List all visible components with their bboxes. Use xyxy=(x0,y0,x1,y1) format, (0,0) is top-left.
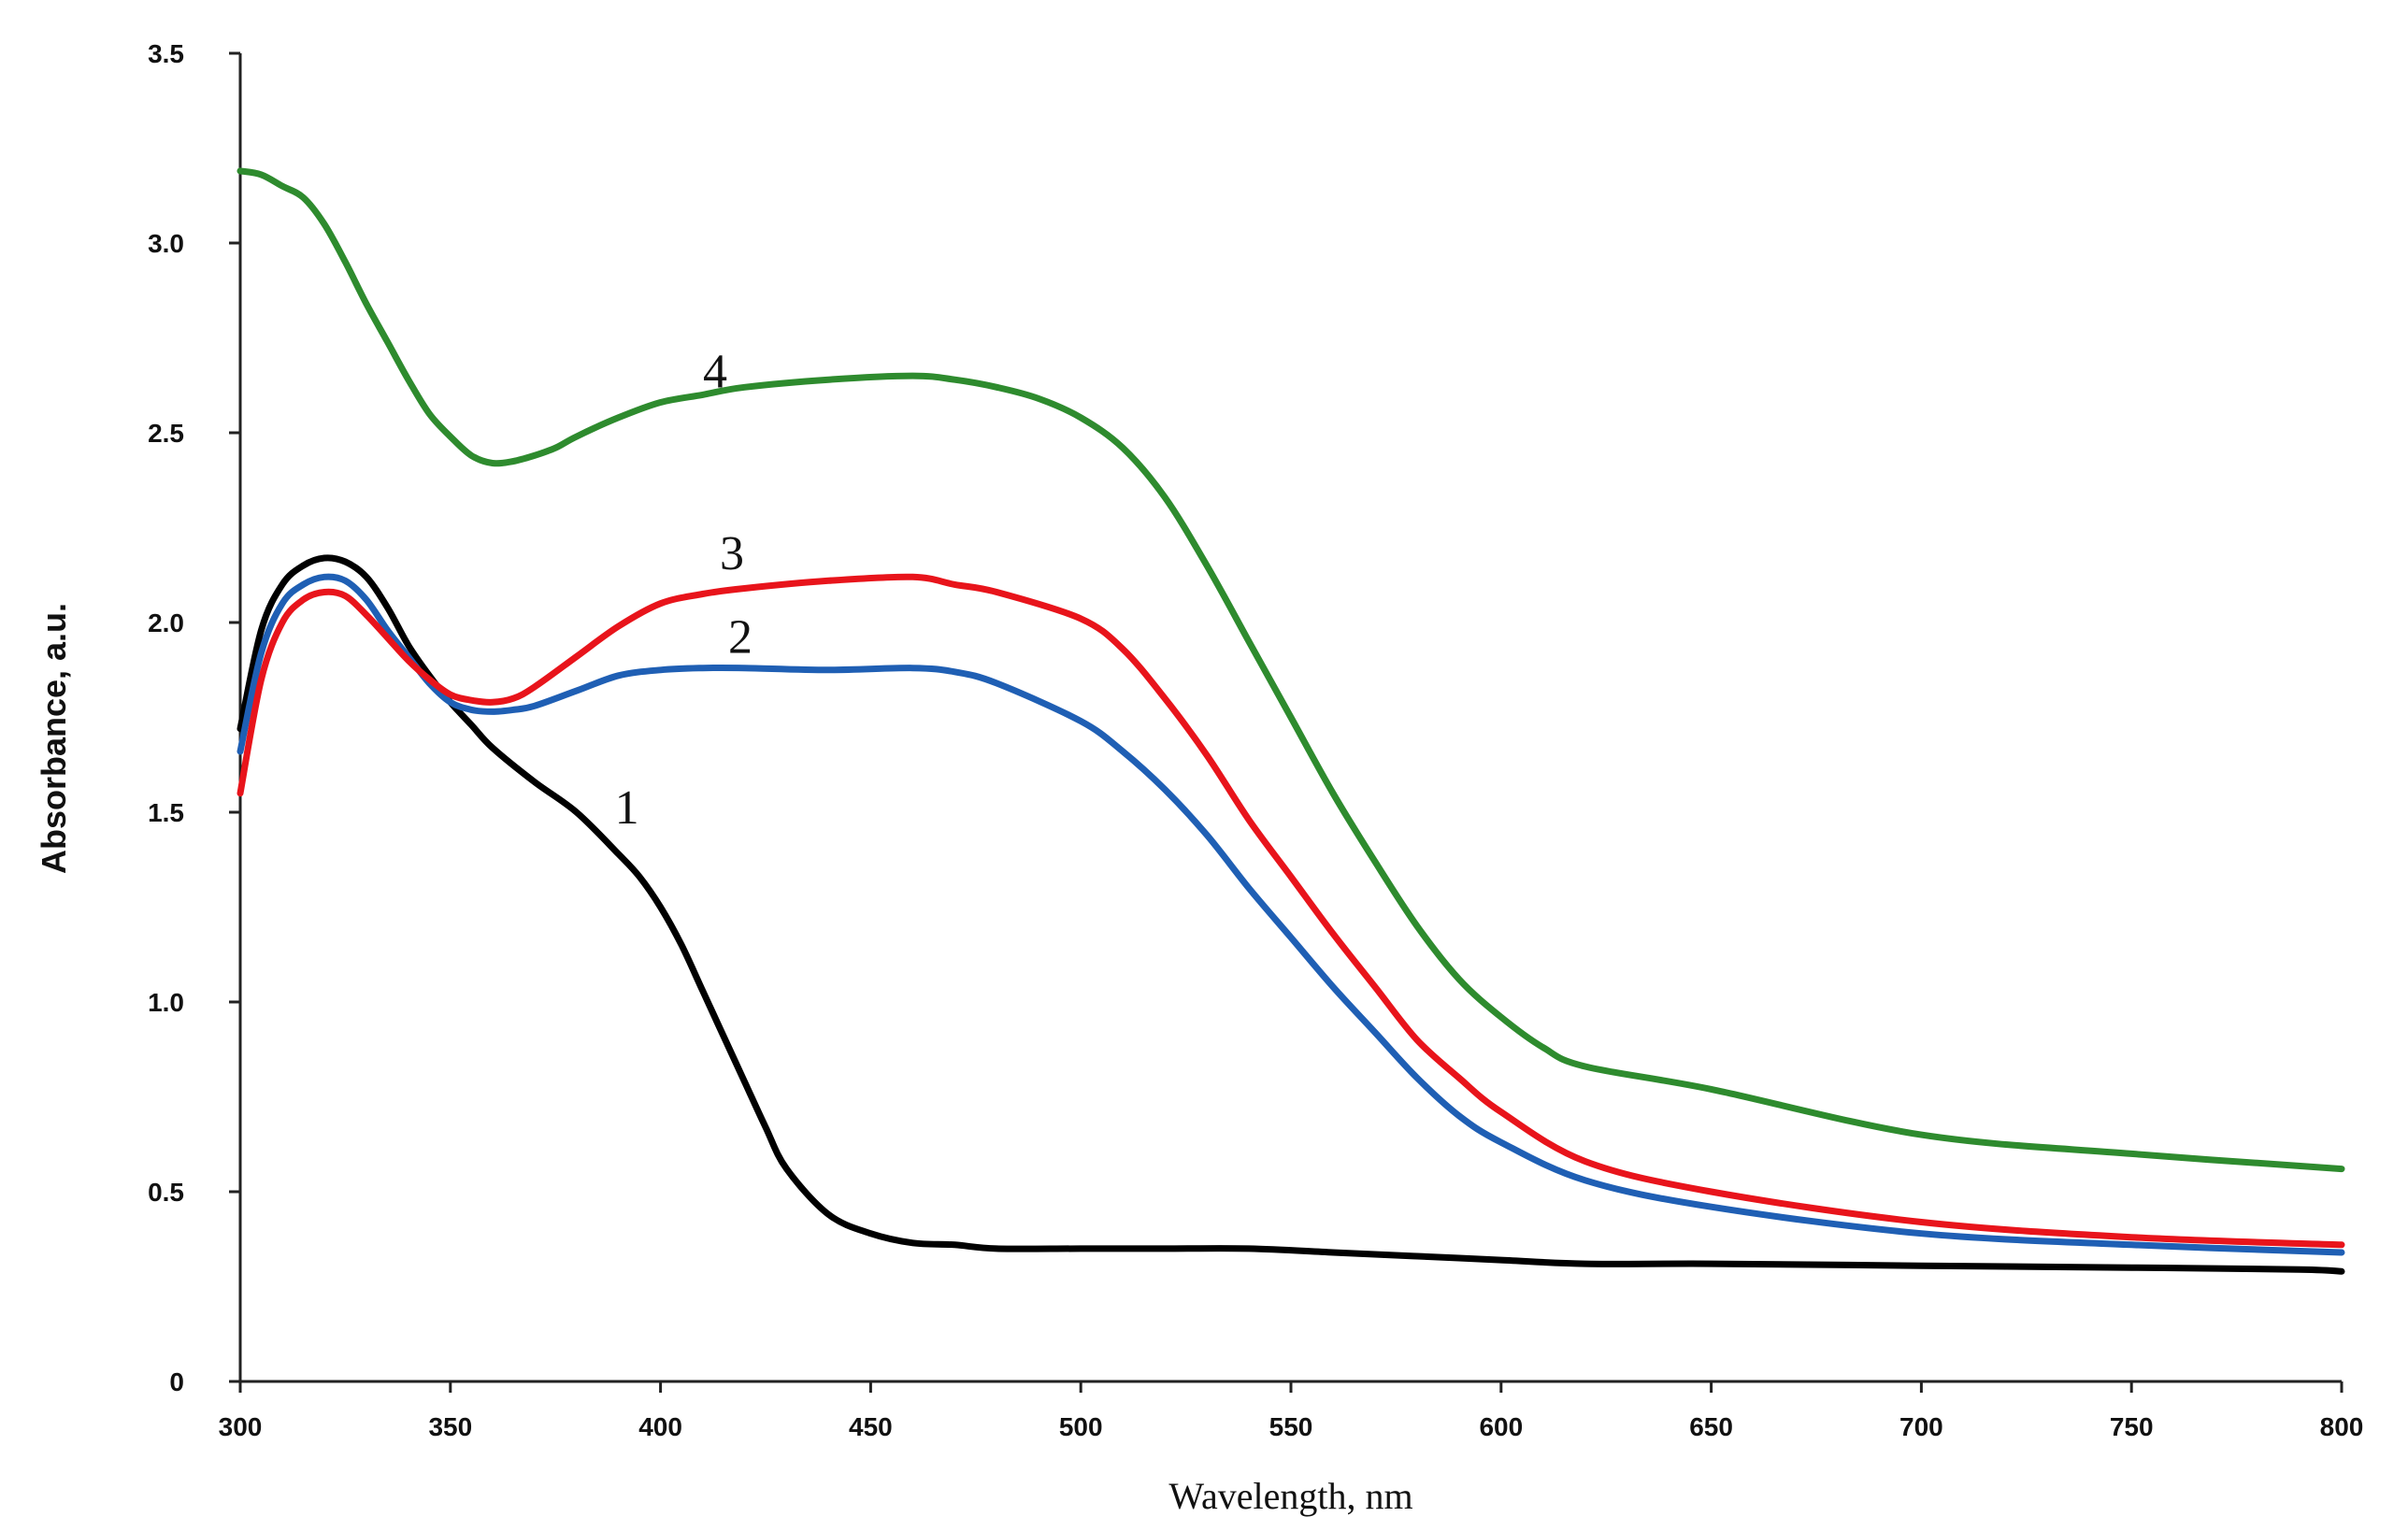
y-tick-label: 3.0 xyxy=(148,229,184,258)
y-tick-label: 0.5 xyxy=(148,1178,184,1207)
series-group xyxy=(236,167,2345,1275)
series-line-2 xyxy=(236,573,2345,1256)
x-tick-label: 600 xyxy=(1479,1412,1523,1441)
series-line-4 xyxy=(236,167,2345,1173)
curve-label-4: 4 xyxy=(703,345,727,398)
series-line-3 xyxy=(236,573,2345,1249)
y-tick-label: 3.5 xyxy=(148,39,184,68)
x-tick-label: 650 xyxy=(1689,1412,1733,1441)
x-tick-label: 550 xyxy=(1269,1412,1313,1441)
y-tick-label: 0 xyxy=(169,1367,184,1396)
x-tick-label: 800 xyxy=(2320,1412,2364,1441)
y-tick-label: 1.0 xyxy=(148,988,184,1017)
x-tick-label: 450 xyxy=(849,1412,893,1441)
y-axis-label: Absorbance, a.u. xyxy=(35,603,73,874)
curve-labels: 1 2 3 4 xyxy=(615,345,752,835)
x-ticks: 300 350 400 450 500 550 600 650 700 750 800 xyxy=(219,1381,2364,1441)
x-axis-label: Wavelength, nm xyxy=(1168,1475,1412,1517)
x-tick-label: 350 xyxy=(428,1412,472,1441)
curve-label-3: 3 xyxy=(720,527,744,580)
x-tick-label: 700 xyxy=(1899,1412,1943,1441)
y-tick-label: 1.5 xyxy=(148,798,184,827)
x-tick-label: 500 xyxy=(1059,1412,1103,1441)
curve-label-1: 1 xyxy=(615,781,639,835)
x-tick-label: 400 xyxy=(638,1412,682,1441)
y-tick-label: 2.5 xyxy=(148,419,184,448)
x-tick-label: 750 xyxy=(2110,1412,2154,1441)
x-tick-label: 300 xyxy=(219,1412,263,1441)
series-line-1 xyxy=(236,554,2345,1275)
y-tick-label: 2.0 xyxy=(148,608,184,637)
curve-label-2: 2 xyxy=(728,610,752,664)
y-ticks: 0 0.5 1.0 1.5 2.0 2.5 3.0 3.5 xyxy=(148,39,240,1396)
